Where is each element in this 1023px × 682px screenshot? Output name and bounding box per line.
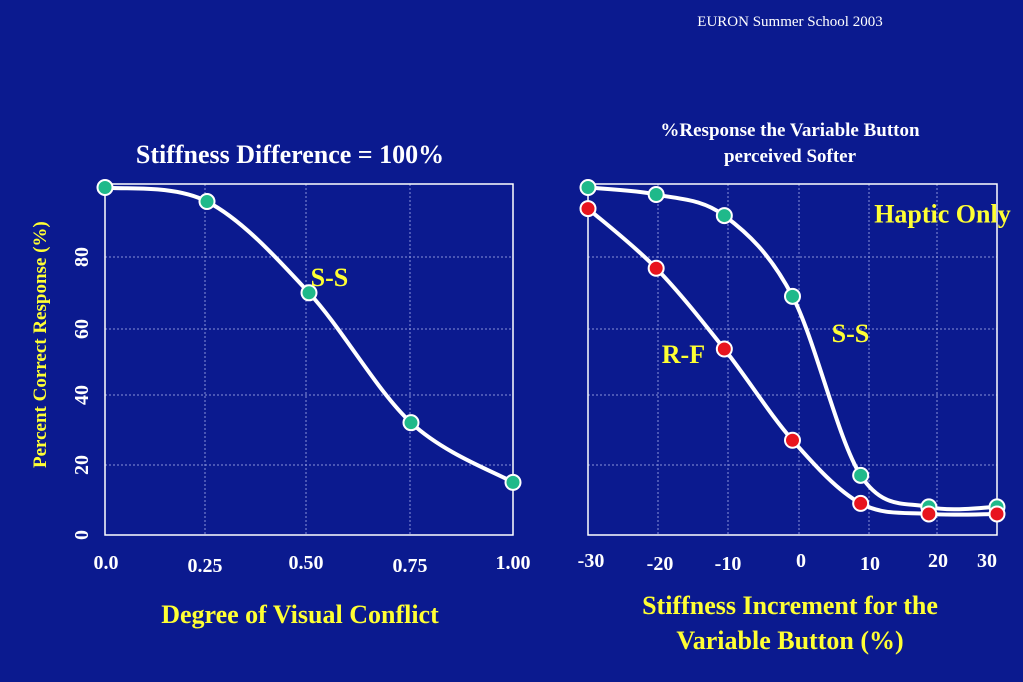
chart1-series-r-f-point	[784, 431, 801, 449]
left-chart-title: Stiffness Difference = 100%	[135, 140, 445, 169]
chart1-xtick-label: 0	[796, 550, 806, 572]
footer-header: EURON Summer School 2003	[697, 14, 883, 30]
chart0-frame	[104, 183, 514, 536]
chart0-xtick-label: 1.00	[496, 552, 531, 574]
chart0-series-s-s-point	[300, 284, 318, 302]
chart0-ytick-label: 0	[71, 530, 93, 540]
chart1-series-r-f-line	[586, 207, 998, 517]
right-chart-xlabel-line1: Stiffness Increment for the	[642, 591, 938, 620]
chart1-series-r-f-point	[715, 340, 733, 358]
chart0-xtick-label: 0.0	[94, 552, 119, 574]
chart0-series-s-s-line	[104, 185, 515, 485]
chart1-frame	[587, 183, 998, 536]
chart1-series-s-s-point	[647, 186, 665, 204]
chart0-series-s-s-point	[402, 414, 420, 432]
chart1-series-s-s-point	[784, 287, 801, 305]
chart1-series-r-f-point	[988, 505, 1006, 523]
right-chart-title-line1: %Response the Variable Button	[660, 120, 920, 141]
chart0-series-s-s-point	[198, 193, 216, 211]
chart0-annotation-s-s: S-S	[311, 263, 349, 292]
chart1-xtick-label: 10	[860, 553, 880, 575]
chart1-series-s-s-point	[579, 179, 597, 197]
chart1-xtick-label: -10	[715, 553, 742, 575]
chart1-xtick-label: -30	[578, 550, 605, 572]
chart0-series-s-s-point	[96, 179, 114, 197]
right-chart-title-line2: perceived Softer	[723, 146, 857, 167]
chart1-series-r-f-point	[647, 259, 665, 277]
chart1-series-r-f-point	[579, 200, 597, 218]
chart1-xtick-label: -20	[647, 553, 674, 575]
chart0-ytick-label: 80	[71, 247, 93, 267]
chart1-series-s-s-line	[587, 185, 998, 512]
chart1-xtick-label: 20	[928, 550, 948, 572]
chart0-series-s-s-point	[504, 473, 522, 491]
chart0-ytick-label: 60	[71, 319, 93, 339]
chart1-series-r-f-point	[852, 494, 870, 512]
chart1-annotation-r-f: R-F	[662, 340, 705, 369]
chart1-series-r-f-point	[920, 505, 938, 523]
chart0-xtick-label: 0.25	[188, 555, 223, 577]
right-chart-xlabel-line2: Variable Button (%)	[676, 626, 904, 655]
chart1-xtick-label: 30	[977, 550, 997, 572]
chart1-series-s-s-point	[852, 466, 870, 484]
right-chart-xlabel: Stiffness Increment for the Variable But…	[580, 588, 1000, 658]
left-chart-xlabel: Degree of Visual Conflict	[161, 600, 439, 629]
chart1-annotation-s-s: S-S	[832, 319, 870, 348]
chart0-ytick-label: 40	[71, 385, 93, 405]
chart0-xtick-label: 0.75	[393, 555, 428, 577]
chart0-xtick-label: 0.50	[289, 552, 324, 574]
right-chart-title: %Response the Variable Button perceived …	[600, 118, 980, 170]
chart1-series-s-s-point	[715, 207, 733, 225]
chart0-ytick-label: 20	[71, 455, 93, 475]
chart1-annotation-haptic-only: Haptic Only	[874, 200, 1011, 229]
